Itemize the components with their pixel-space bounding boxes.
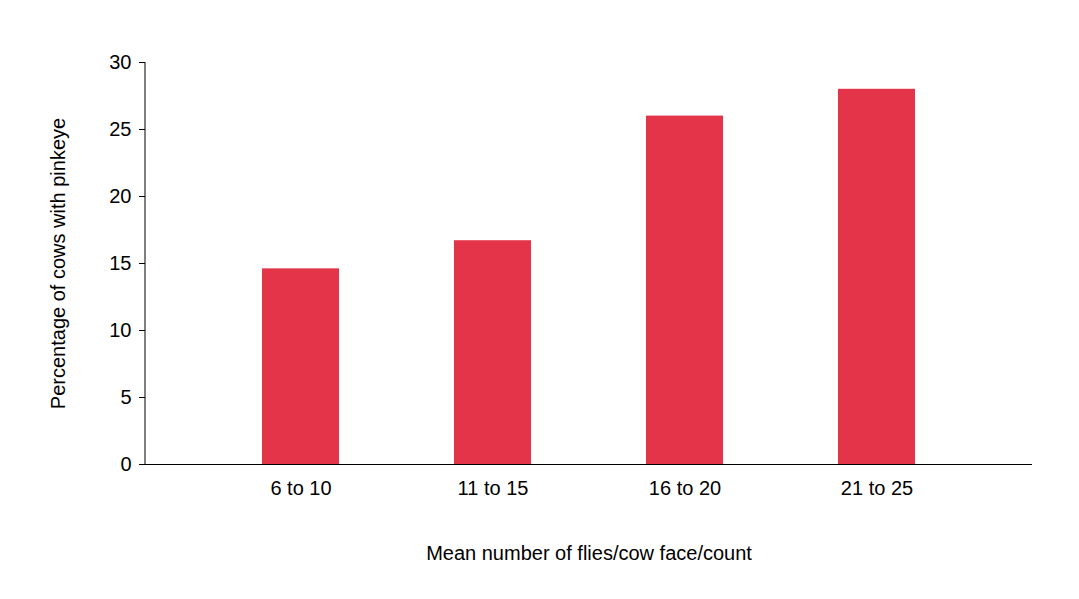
svg-text:0: 0	[120, 453, 131, 475]
svg-text:30: 30	[109, 51, 131, 73]
svg-text:Mean number of flies/cow face/: Mean number of flies/cow face/count	[426, 542, 752, 564]
svg-text:6 to 10: 6 to 10	[270, 477, 331, 499]
svg-text:21 to 25: 21 to 25	[841, 477, 913, 499]
svg-text:11 to 15: 11 to 15	[458, 477, 529, 499]
svg-text:20: 20	[109, 185, 131, 207]
svg-text:5: 5	[120, 386, 131, 408]
svg-text:25: 25	[109, 118, 131, 140]
svg-text:10: 10	[109, 319, 131, 341]
svg-text:15: 15	[109, 252, 131, 274]
svg-text:16 to 20: 16 to 20	[649, 477, 721, 499]
svg-text:Percentage of cows with pinkey: Percentage of cows with pinkeye	[47, 118, 69, 409]
